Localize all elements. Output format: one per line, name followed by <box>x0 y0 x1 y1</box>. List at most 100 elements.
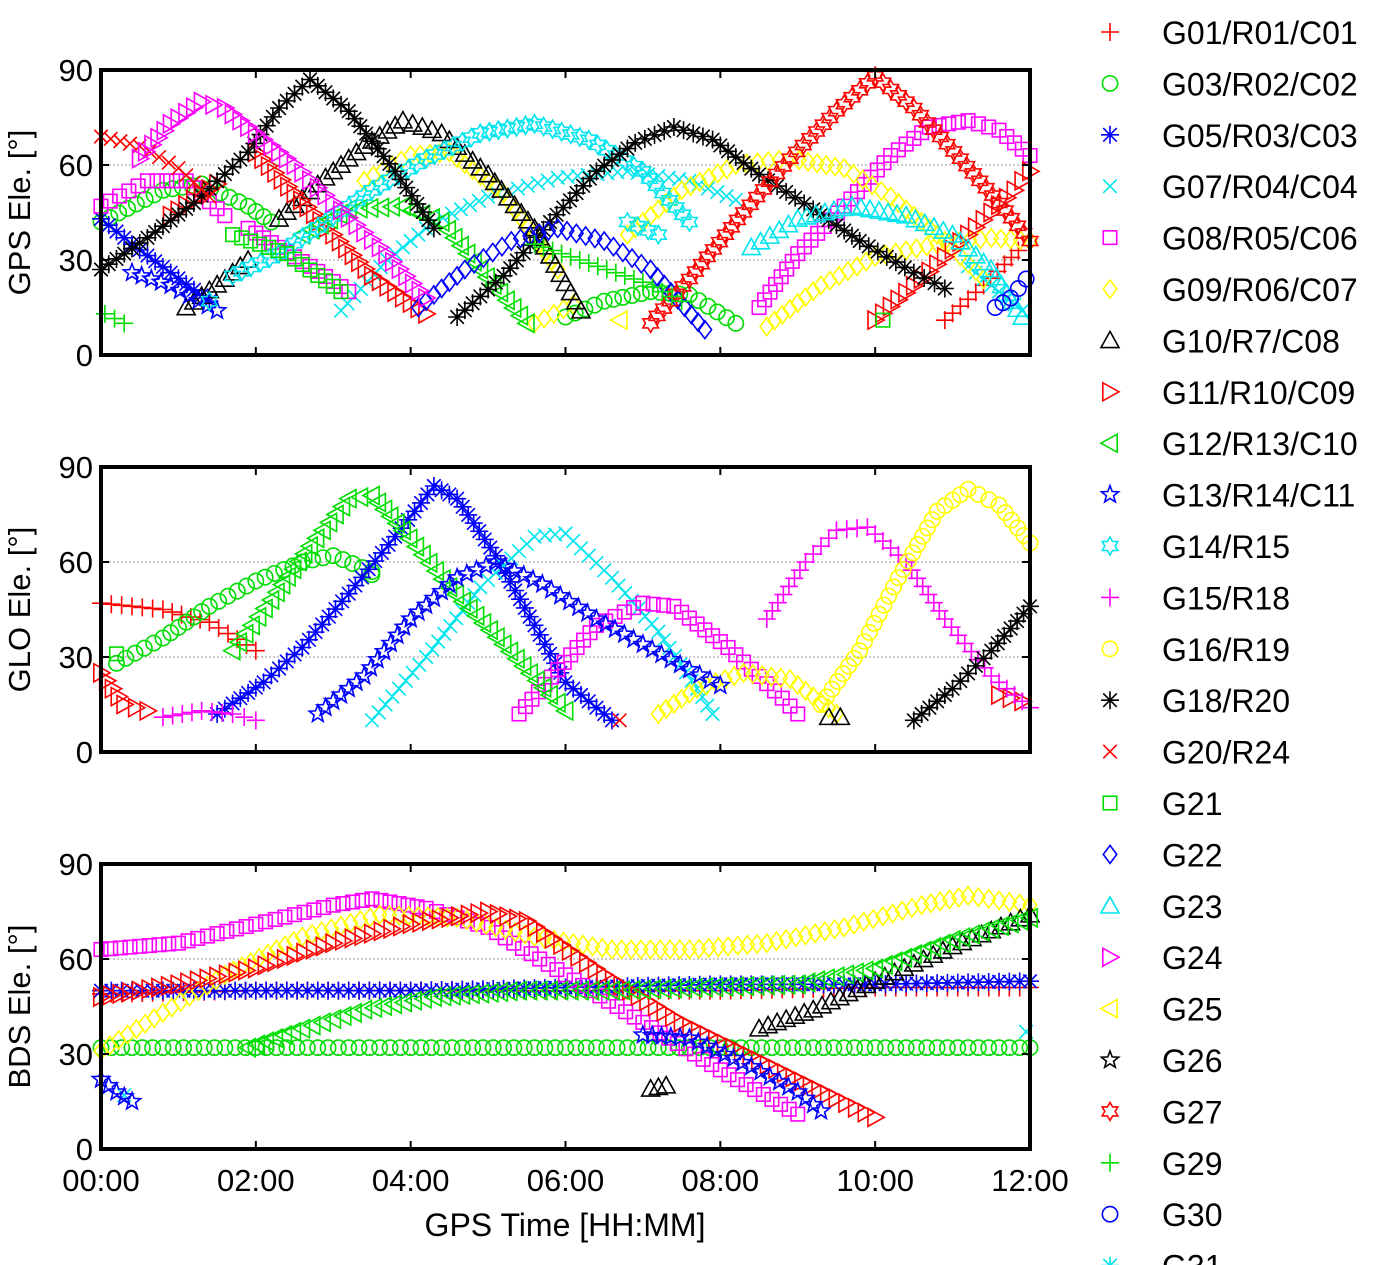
data-point <box>110 686 130 707</box>
data-point <box>773 975 792 994</box>
data-point <box>814 201 836 221</box>
data-point <box>756 975 775 996</box>
data-point <box>567 1039 585 1057</box>
legend-marker-icon <box>1101 74 1119 92</box>
data-point <box>268 208 290 227</box>
data-point <box>711 136 730 155</box>
data-point <box>950 114 966 130</box>
data-point <box>449 265 465 287</box>
data-point <box>428 903 445 920</box>
data-point <box>456 243 476 265</box>
data-point <box>960 885 976 907</box>
data-point <box>694 977 713 998</box>
data-point <box>267 951 286 973</box>
data-point <box>318 512 338 533</box>
data-point <box>797 286 814 308</box>
data-point <box>112 596 131 615</box>
data-point <box>360 981 379 1000</box>
data-point <box>177 275 196 294</box>
data-point <box>795 194 814 213</box>
data-point <box>641 312 660 334</box>
data-point <box>383 918 402 940</box>
data-point <box>136 190 154 208</box>
data-point <box>226 981 245 1000</box>
data-point <box>855 169 871 190</box>
data-point <box>251 251 270 274</box>
data-point <box>130 264 153 285</box>
data-point <box>549 263 571 283</box>
data-point <box>121 183 137 199</box>
legend-label: G11/R10/C09 <box>1162 375 1355 411</box>
data-point <box>277 566 296 588</box>
data-point <box>202 702 221 721</box>
x-tick-label: 10:00 <box>836 1163 914 1198</box>
data-point <box>777 1075 800 1097</box>
data-point <box>247 606 267 628</box>
data-point <box>618 1039 636 1057</box>
data-point <box>632 285 650 303</box>
data-point <box>774 304 791 326</box>
legend-label: G16/R19 <box>1162 632 1290 668</box>
data-point <box>514 243 533 262</box>
data-point <box>873 72 893 94</box>
data-point <box>914 527 932 545</box>
data-point <box>503 230 520 252</box>
data-point <box>411 981 430 1000</box>
data-point <box>787 208 809 227</box>
data-point <box>163 706 182 725</box>
data-point <box>496 289 515 311</box>
data-point <box>112 983 132 1005</box>
data-point <box>501 572 520 591</box>
data-point <box>906 130 922 146</box>
data-point <box>827 216 846 235</box>
data-point <box>245 134 264 153</box>
data-point <box>373 995 393 1017</box>
legend-label: G29 <box>1162 1146 1222 1182</box>
data-point <box>223 265 242 287</box>
data-point <box>650 198 667 220</box>
data-point <box>564 679 583 698</box>
data-point <box>811 537 830 556</box>
data-point <box>373 920 393 942</box>
data-point <box>296 904 312 920</box>
data-point <box>208 705 227 723</box>
data-point <box>782 668 798 690</box>
data-point <box>714 976 734 998</box>
data-point <box>371 174 391 196</box>
data-point <box>914 212 936 232</box>
data-point <box>301 1015 321 1036</box>
data-point <box>805 203 827 223</box>
data-point <box>1009 241 1028 260</box>
data-point <box>757 292 773 308</box>
legend-item: G30 <box>1101 1197 1222 1233</box>
y-axis-label: GPS Ele. [°] <box>2 130 37 296</box>
data-point <box>884 961 905 981</box>
data-point <box>270 242 286 259</box>
data-point <box>403 990 422 1011</box>
legend-item: G03/R02/C02 <box>1101 66 1358 102</box>
data-markers <box>92 65 1041 340</box>
data-point <box>115 244 134 263</box>
data-point <box>344 928 364 949</box>
data-point <box>296 942 315 964</box>
data-point <box>979 973 998 992</box>
data-point <box>943 679 962 698</box>
data-point <box>719 158 735 180</box>
data-point <box>1002 248 1021 267</box>
data-point <box>153 708 172 727</box>
data-point <box>362 907 378 928</box>
data-point <box>580 169 599 188</box>
data-point <box>293 227 312 249</box>
data-point <box>523 946 539 962</box>
data-point <box>308 981 327 1000</box>
data-point <box>189 970 209 991</box>
data-point <box>331 231 351 252</box>
data-point <box>270 99 289 117</box>
data-point <box>762 975 781 994</box>
data-point <box>379 506 399 527</box>
data-point <box>206 274 228 293</box>
data-point <box>316 899 332 916</box>
data-point <box>923 216 945 236</box>
data-point <box>610 145 629 164</box>
data-point <box>402 913 422 935</box>
